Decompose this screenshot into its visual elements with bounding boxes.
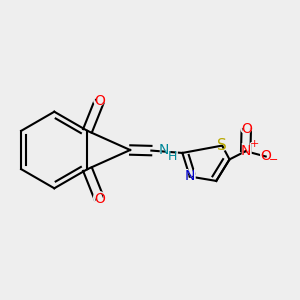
Text: O: O [239, 120, 253, 138]
Text: O: O [94, 192, 105, 206]
Text: O: O [241, 122, 252, 136]
Text: O: O [260, 149, 271, 164]
Text: O: O [92, 190, 106, 208]
Text: N: N [239, 142, 252, 160]
Text: −: − [269, 155, 279, 165]
Text: N: N [184, 169, 195, 184]
Text: N: N [241, 144, 251, 158]
Text: S: S [216, 136, 228, 155]
Text: H: H [166, 148, 178, 166]
Text: +: + [250, 139, 259, 149]
Text: O: O [94, 94, 105, 108]
Text: N: N [157, 141, 171, 159]
Text: H: H [167, 150, 177, 163]
Text: O: O [259, 148, 273, 166]
Text: S: S [217, 138, 227, 153]
Text: N: N [159, 143, 169, 157]
Text: N: N [183, 167, 196, 185]
Text: O: O [92, 92, 106, 110]
Text: −: − [268, 152, 280, 167]
Text: +: + [248, 136, 261, 151]
